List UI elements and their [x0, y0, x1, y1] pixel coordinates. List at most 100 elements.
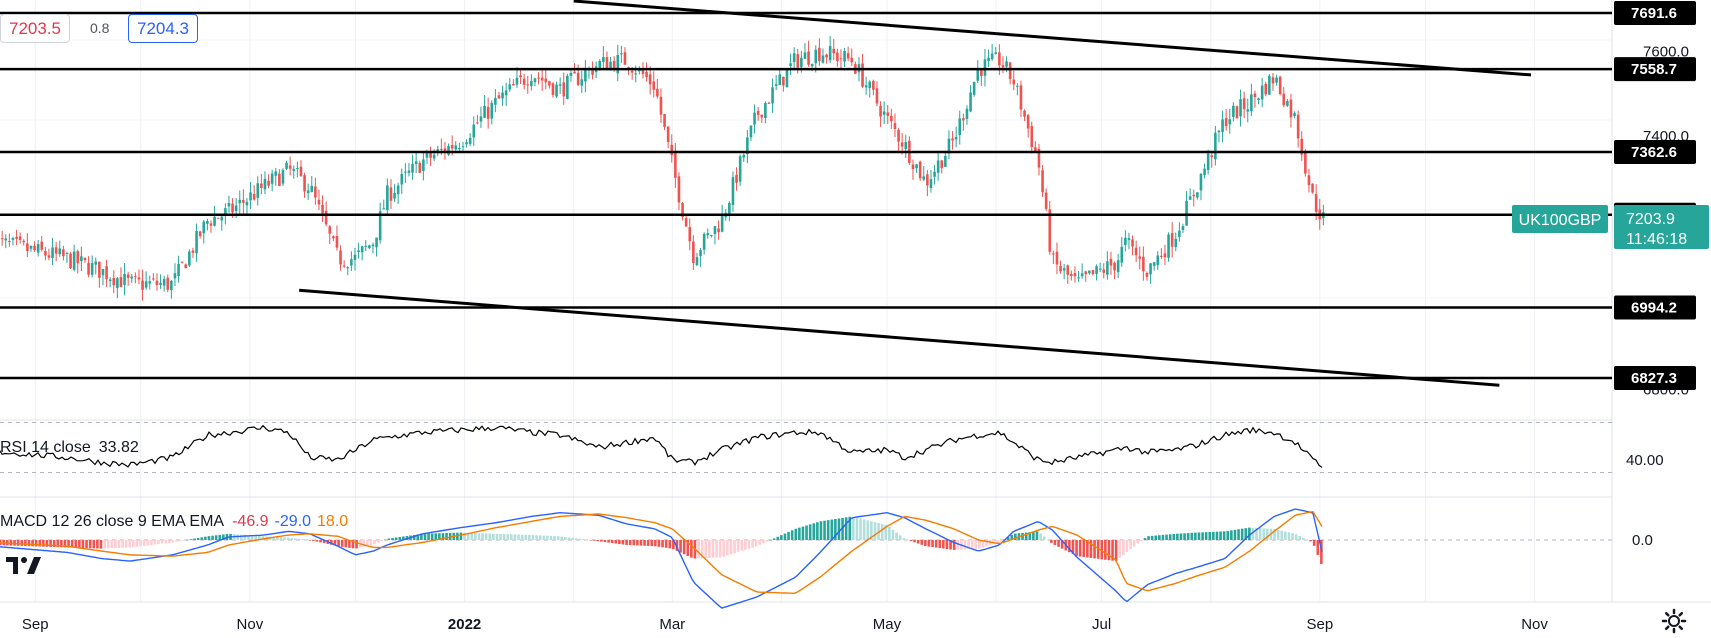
macd-histogram-bar — [481, 533, 484, 540]
grid — [0, 0, 1711, 603]
macd-histogram-bar — [603, 540, 607, 543]
candle-body — [641, 68, 645, 75]
macd-histogram-bar — [1104, 540, 1107, 560]
candle-body — [368, 245, 371, 249]
macd-histogram-bar — [160, 540, 164, 544]
candle-body — [681, 203, 684, 217]
candle-body — [810, 63, 814, 67]
level-price-label: 6994.2 — [1614, 295, 1696, 320]
macd-histogram-bar — [643, 540, 646, 546]
candle-body — [263, 178, 267, 190]
macd-histogram-bar — [1230, 530, 1233, 540]
gear-icon[interactable] — [1661, 608, 1687, 634]
candle-body — [634, 73, 638, 75]
candle-body — [1026, 115, 1030, 129]
macd-histogram-bar — [553, 536, 556, 540]
candle-body — [371, 244, 375, 247]
macd-histogram-bar — [740, 540, 744, 551]
macd-histogram-bar — [668, 540, 672, 549]
candle-body — [1134, 247, 1138, 256]
bid-price-box[interactable]: 7203.5 — [0, 14, 70, 43]
candle-body — [760, 114, 764, 118]
macd-histogram-bar — [938, 540, 942, 549]
macd-histogram-bar — [618, 540, 621, 545]
candle-body — [497, 95, 501, 99]
macd-histogram-bar — [873, 522, 877, 540]
macd-histogram-bar — [63, 540, 67, 548]
candle-body — [922, 176, 926, 180]
macd-histogram-bar — [1143, 538, 1147, 540]
candle-body — [40, 241, 44, 250]
candle-body — [839, 58, 843, 60]
macd-histogram-bar — [646, 540, 650, 546]
candle-body — [1296, 114, 1300, 139]
macd-histogram-bar — [42, 540, 45, 547]
macd-histogram-bar — [700, 540, 704, 559]
macd-histogram-bar — [1172, 533, 1176, 540]
candle-body — [285, 162, 288, 169]
macd-signal-line — [0, 510, 1323, 595]
candle-body — [267, 180, 270, 186]
tradingview-logo-icon[interactable] — [4, 554, 42, 576]
macd-histogram-bar — [297, 538, 301, 540]
candle-body — [540, 77, 544, 81]
macd-histogram-bar — [1208, 531, 1212, 540]
candle-body — [26, 243, 29, 251]
candle-body — [184, 264, 188, 269]
candle-body — [825, 54, 828, 58]
macd-histogram-bar — [1240, 528, 1244, 540]
candle-body — [1311, 183, 1314, 193]
macd-histogram-bar — [942, 540, 945, 549]
candle-body — [1239, 99, 1242, 117]
macd-histogram-bar — [1197, 532, 1201, 540]
time-tick-label: Sep — [1307, 616, 1334, 633]
candle-body — [44, 250, 47, 256]
macd-histogram-bar — [1165, 534, 1168, 540]
candle-body — [843, 50, 846, 62]
candle-body — [1156, 255, 1160, 266]
candle-body — [0, 238, 4, 240]
candle-body — [123, 273, 126, 285]
macd-histogram-bar — [1068, 540, 1071, 553]
candle-body — [1264, 83, 1268, 95]
macd-histogram-bar — [844, 517, 848, 540]
candle-body — [36, 244, 40, 253]
time-tick-label: Mar — [659, 616, 685, 633]
candle-body — [656, 88, 659, 97]
candle-body — [789, 63, 792, 66]
macd-histogram-bar — [164, 540, 168, 544]
candle-body — [584, 70, 587, 82]
macd-histogram-bar — [888, 526, 891, 540]
macd-histogram-bar — [142, 540, 146, 546]
macd-histogram-bar — [596, 540, 600, 542]
candle-body — [868, 81, 872, 89]
macd-histogram-bar — [99, 540, 103, 549]
macd-histogram-bar — [1233, 529, 1237, 540]
macd-histogram-bar — [1154, 535, 1158, 540]
candle-body — [990, 53, 994, 60]
candle-body — [188, 251, 191, 266]
macd-histogram-bar — [985, 540, 988, 547]
candle-body — [1080, 273, 1084, 277]
candle-body — [832, 48, 836, 54]
time-axis[interactable]: Sep Nov 2022 Mar May Jul Sep Nov — [22, 616, 1549, 633]
macd-histogram-bar — [394, 537, 398, 540]
macd-histogram-bar — [106, 540, 110, 549]
trendlines[interactable] — [299, 0, 1532, 387]
macd-histogram-bar — [1086, 540, 1089, 558]
horizontal-levels[interactable] — [0, 11, 1612, 380]
bid-price: 7203.5 — [9, 19, 61, 38]
candle-body — [209, 223, 213, 226]
candle-body — [389, 187, 393, 201]
price-axis[interactable]: 6800.07200.07400.07600.07691.67558.77362… — [1614, 1, 1696, 399]
candle-body — [1059, 265, 1062, 272]
candle-body — [800, 57, 803, 68]
macd-histogram-bar — [283, 537, 286, 540]
macd-histogram-bar — [722, 540, 726, 557]
macd-histogram-bar — [945, 540, 949, 550]
macd-histogram-bar — [884, 524, 888, 540]
macd-histogram-bar — [628, 540, 632, 546]
ask-price-box[interactable]: 7204.3 — [128, 14, 198, 43]
macd-histogram-bar — [956, 540, 960, 550]
